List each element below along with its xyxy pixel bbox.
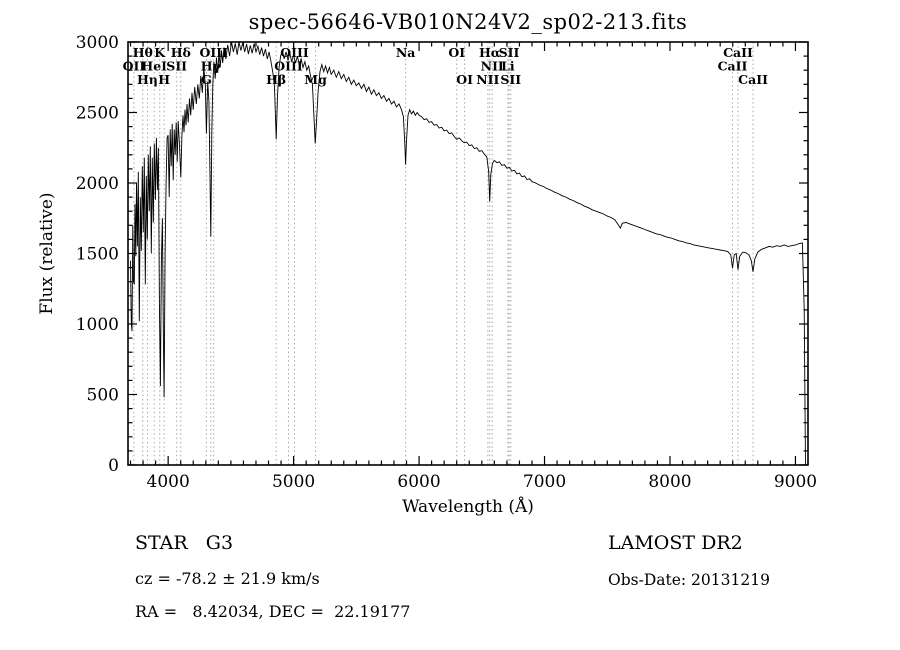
object-class-label: STAR G3 xyxy=(135,532,234,554)
y-tick-label: 1500 xyxy=(76,245,119,265)
spectral-line-label: Hδ xyxy=(171,45,191,60)
spectral-line-label: Na xyxy=(396,45,416,60)
plot-title: spec-56646-VB010N24V2_sp02-213.fits xyxy=(248,10,688,34)
spectral-line-label: NII xyxy=(481,59,504,74)
spectral-line-label: CaII xyxy=(738,72,768,87)
y-tick-label: 3000 xyxy=(76,33,119,53)
y-tick-label: 500 xyxy=(87,386,119,406)
y-axis-title: Flux (relative) xyxy=(37,192,57,314)
x-axis-title: Wavelength (Å) xyxy=(402,496,534,517)
spectral-line-label: Li xyxy=(501,59,515,74)
x-tick-label: 8000 xyxy=(648,472,691,492)
spectral-line-label: SII xyxy=(166,59,187,74)
spectrum-curve xyxy=(130,41,806,466)
x-tick-label: 4000 xyxy=(147,472,190,492)
spectral-line-label: NII xyxy=(476,72,499,87)
x-tick-label: 7000 xyxy=(523,472,566,492)
y-tick-label: 0 xyxy=(108,456,119,476)
y-tick-label: 1000 xyxy=(76,315,119,335)
plot-frame xyxy=(127,41,809,466)
spectral-line-label: HeI xyxy=(141,59,167,74)
spectral-line-label: Hβ xyxy=(266,72,286,87)
spectral-line-label: G xyxy=(201,72,212,87)
spectral-line-label: SII xyxy=(499,45,520,60)
obs-date-label: Obs-Date: 20131219 xyxy=(608,571,770,589)
x-tick-label: 6000 xyxy=(397,472,440,492)
spectral-line-label: SII xyxy=(500,72,521,87)
spectral-line-label: OI xyxy=(448,45,465,60)
x-tick-label: 9000 xyxy=(774,472,817,492)
spectral-line-label: CaII xyxy=(723,45,753,60)
y-tick-label: 2500 xyxy=(76,104,119,124)
spectral-line-label: OI xyxy=(456,72,473,87)
y-tick-label: 2000 xyxy=(76,174,119,194)
x-tick-label: 5000 xyxy=(272,472,315,492)
radial-velocity-label: cz = -78.2 ± 21.9 km/s xyxy=(135,569,320,588)
spectral-line-label: Hη xyxy=(137,72,158,87)
spectral-line-label: H xyxy=(158,72,170,87)
spectral-line-label: Hθ xyxy=(133,45,153,60)
spectral-line-label: CaII xyxy=(718,59,748,74)
ra-dec-label: RA = 8.42034, DEC = 22.19177 xyxy=(135,602,411,621)
spectral-line-label: K xyxy=(154,45,166,60)
survey-label: LAMOST DR2 xyxy=(608,532,743,554)
spectral-line-label: Hα xyxy=(479,45,501,60)
spectral-line-label: Mg xyxy=(304,72,327,87)
